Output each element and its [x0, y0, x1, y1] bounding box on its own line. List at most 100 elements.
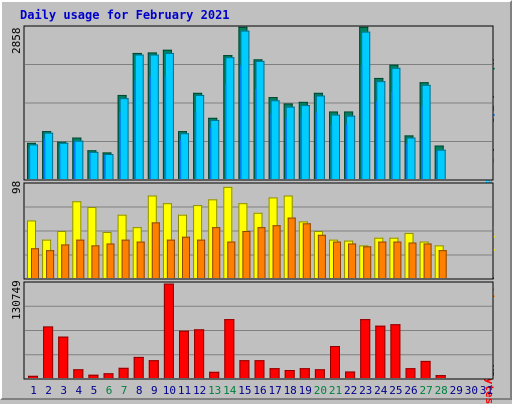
kbytes-bar	[285, 370, 295, 378]
kbytes-bar	[390, 324, 400, 378]
pages-bar	[331, 115, 340, 179]
sites-bar	[61, 244, 69, 278]
x-tick-label: 28	[435, 384, 448, 397]
sites-bar	[318, 235, 326, 278]
sites-bar	[182, 237, 190, 278]
sites-bar	[424, 243, 432, 278]
sites-bar	[152, 222, 160, 278]
kbytes-bar	[224, 319, 234, 378]
x-tick-label: 16	[253, 384, 266, 397]
sites-bar	[107, 243, 115, 278]
pages-bar	[437, 150, 446, 179]
x-tick-label: 8	[136, 384, 143, 397]
x-tick-label: 2	[45, 384, 52, 397]
x-tick-label: 30	[465, 384, 478, 397]
x-tick-label: 11	[178, 384, 191, 397]
kbytes-bar	[421, 361, 431, 378]
sites-bar	[333, 242, 341, 278]
x-tick-label: 14	[223, 384, 237, 397]
x-tick-label: 12	[193, 384, 206, 397]
sites-bar	[137, 242, 145, 278]
pages-bar	[89, 152, 98, 179]
x-tick-label: 7	[121, 384, 128, 397]
kbytes-bar	[194, 329, 204, 378]
kbytes-bar	[104, 373, 114, 378]
sites-bar	[122, 240, 130, 278]
sites-bar	[348, 243, 356, 278]
x-tick-label: 26	[404, 384, 417, 397]
sites-bar	[439, 250, 447, 278]
pages-bar	[74, 141, 83, 179]
pages-bar	[120, 98, 129, 179]
kbytes-bar	[209, 372, 219, 378]
pages-bar	[286, 107, 295, 179]
kbytes-bar	[360, 319, 370, 378]
x-tick-label: 22	[344, 384, 357, 397]
kbytes-bar	[28, 376, 38, 378]
x-tick-label: 23	[359, 384, 372, 397]
x-tick-label: 13	[208, 384, 221, 397]
pages-bar	[271, 100, 280, 179]
sites-bar	[409, 243, 417, 278]
x-tick-label: 21	[329, 384, 342, 397]
kbytes-bar	[134, 357, 144, 378]
x-tick-label: 3	[60, 384, 67, 397]
sites-bar	[258, 227, 266, 278]
pages-bar	[240, 31, 249, 179]
pages-bar	[422, 85, 431, 179]
kbytes-bar	[119, 368, 129, 378]
pages-bar	[105, 154, 114, 179]
pages-bar	[210, 120, 219, 179]
x-tick-label: 10	[163, 384, 176, 397]
x-tick-label: 15	[238, 384, 251, 397]
sites-bar	[273, 225, 281, 278]
pages-bar	[225, 57, 234, 179]
kbytes-bar	[149, 360, 159, 378]
kbytes-bar	[345, 371, 355, 378]
x-tick-label: 24	[374, 384, 388, 397]
pages-bar	[150, 55, 159, 179]
kbytes-bar	[239, 360, 249, 378]
sites-bar	[167, 240, 175, 278]
sites-bar	[303, 223, 311, 278]
x-tick-label: 6	[106, 384, 113, 397]
pages-bar	[44, 133, 53, 179]
pages-bar	[376, 81, 385, 179]
x-tick-label: 9	[151, 384, 158, 397]
x-tick-label: 17	[268, 384, 281, 397]
kbytes-bar	[73, 369, 83, 378]
kbytes-bar	[330, 346, 340, 378]
sites-bar	[378, 242, 386, 278]
kbytes-bar	[179, 331, 189, 378]
x-tick-label: 18	[284, 384, 297, 397]
pages-bar	[135, 55, 144, 179]
sites-bar	[363, 246, 371, 278]
kbytes-bar	[406, 368, 416, 378]
sites-bar	[76, 240, 84, 278]
pages-bar	[316, 96, 325, 179]
x-tick-label: 20	[314, 384, 327, 397]
x-tick-label: 5	[91, 384, 98, 397]
x-tick-label: 31	[480, 384, 493, 397]
sites-bar	[31, 248, 39, 278]
pages-bar	[346, 116, 355, 179]
kbytes-bar	[315, 369, 325, 378]
sites-bar	[242, 231, 250, 278]
sites-bar	[288, 218, 296, 278]
kbytes-bar	[255, 360, 265, 378]
kbytes-bar	[88, 375, 98, 378]
sites-bar	[46, 250, 54, 278]
kbytes-bar	[300, 368, 310, 378]
x-tick-label: 1	[30, 384, 37, 397]
sites-bar	[91, 245, 99, 278]
pages-bar	[256, 61, 265, 179]
pages-bar	[29, 144, 38, 179]
pages-bar	[180, 133, 189, 179]
kbytes-bar	[436, 375, 446, 378]
sites-bar	[212, 227, 220, 278]
pages-bar	[391, 68, 400, 179]
x-tick-label: 27	[419, 384, 432, 397]
pages-bar	[59, 143, 68, 179]
